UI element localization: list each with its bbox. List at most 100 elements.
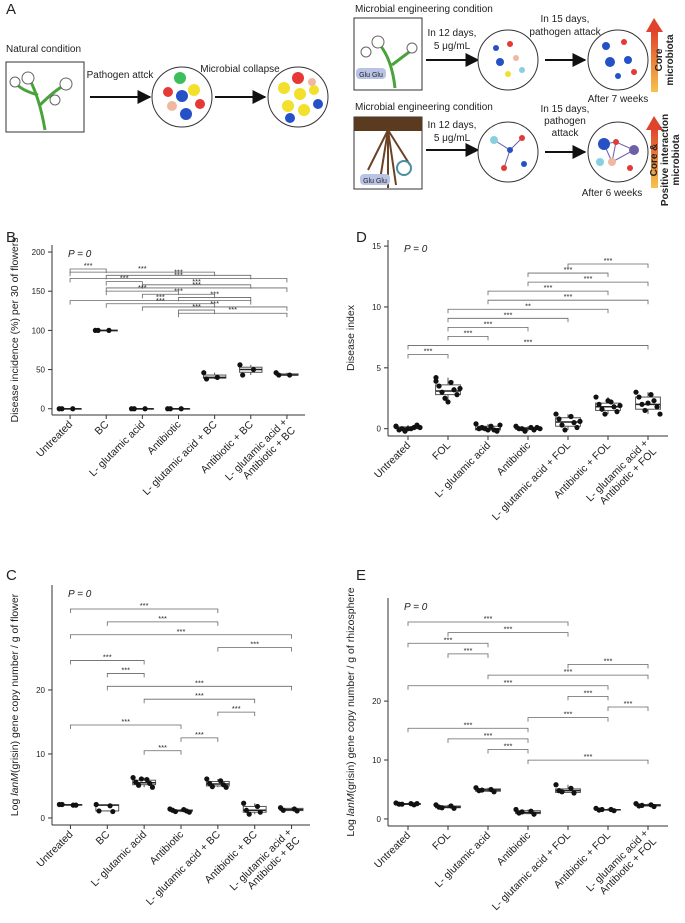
data-point — [294, 808, 300, 814]
significance-bracket — [407, 621, 569, 626]
plant-box — [5, 61, 85, 133]
significance-label: *** — [504, 678, 513, 687]
panel-label: A — [6, 1, 16, 18]
data-point — [473, 421, 479, 427]
significance-bracket — [178, 297, 252, 302]
data-point — [599, 406, 605, 412]
label: In 12 days, — [428, 28, 477, 39]
data-point — [130, 775, 136, 781]
y-tick-label: 10 — [36, 750, 45, 759]
significance-label: *** — [192, 277, 201, 286]
significance-label: *** — [604, 657, 613, 666]
data-point — [241, 800, 247, 806]
label: attack — [552, 128, 580, 139]
panel-label: D — [356, 229, 367, 246]
data-point — [276, 372, 282, 378]
microbe-dish — [477, 29, 539, 91]
label: pathogen — [544, 116, 586, 127]
significance-label: *** — [138, 264, 147, 273]
data-point — [59, 801, 65, 808]
x-tick-label: Antibiotic — [495, 830, 534, 869]
outcome: Coremicrobiota — [654, 34, 676, 86]
data-point — [142, 406, 148, 412]
data-point — [642, 407, 648, 414]
outcome-line: Core — [654, 48, 665, 71]
y-tick-label: 200 — [32, 248, 46, 257]
significance-bracket — [217, 711, 256, 717]
significance-bracket — [105, 287, 288, 292]
significance-label: *** — [524, 337, 533, 346]
y-tick-label: 100 — [32, 326, 46, 335]
significance-bracket — [69, 278, 288, 283]
data-point — [95, 327, 101, 333]
significance-bracket — [141, 306, 288, 311]
data-point — [522, 428, 528, 434]
data-point — [209, 784, 215, 790]
data-point — [172, 808, 179, 815]
label: 5 μg/mL — [434, 41, 471, 52]
data-point — [451, 805, 457, 811]
data-point — [488, 423, 494, 429]
annotation: P = 0 — [68, 249, 92, 260]
data-point — [633, 389, 639, 395]
flowers — [360, 35, 418, 58]
outcome-line: Core & — [649, 144, 660, 177]
data-point — [136, 782, 142, 788]
significance-label: *** — [192, 302, 201, 311]
data-point — [479, 787, 485, 793]
significance-bracket — [217, 647, 292, 652]
data-point — [106, 327, 112, 333]
label: 5 μg/mL — [434, 133, 471, 144]
y-tick-label: 20 — [372, 697, 381, 706]
y-axis-label-part: lanM — [345, 793, 357, 816]
data-point — [497, 422, 503, 428]
data-point — [439, 805, 445, 811]
x-tick-label: L- glutamic acid + FOL — [490, 440, 573, 523]
gradient-arrow-head — [646, 116, 663, 130]
data-point — [645, 400, 651, 406]
x-tick-label: Antibiotic — [495, 440, 534, 479]
significance-label: *** — [564, 292, 573, 301]
data-point — [636, 394, 642, 400]
data-point — [451, 387, 457, 393]
significance-label: *** — [604, 256, 613, 265]
significance-label: *** — [121, 717, 130, 726]
y-axis-label-part: Log — [345, 816, 357, 836]
data-point — [393, 423, 399, 429]
significance-bracket — [447, 632, 569, 637]
significance-bracket — [106, 673, 145, 678]
y-tick-label: 0 — [377, 815, 382, 824]
x-tick-label: L- glutamic acid +Antibiotic + BC — [223, 416, 298, 491]
data-point — [433, 374, 439, 381]
x-tick-label: Untreated — [372, 440, 413, 481]
data-point — [614, 409, 620, 415]
significance-bracket — [70, 724, 182, 729]
data-point — [537, 426, 543, 432]
y-tick-label: 50 — [36, 366, 45, 375]
significance-bracket — [447, 653, 489, 658]
y-axis-label: Disease index — [345, 304, 357, 371]
data-point — [436, 383, 442, 389]
significance-label: *** — [210, 299, 219, 308]
label: Natural condition — [6, 44, 81, 55]
y-axis-label: Disease incidence (%) per 30 of flowers — [9, 237, 21, 422]
significance-label: *** — [584, 274, 593, 283]
significance-label: *** — [544, 283, 553, 292]
significance-label: *** — [504, 742, 513, 751]
significance-label: *** — [504, 625, 513, 634]
significance-label: *** — [140, 601, 149, 610]
label: pathogen attack — [529, 27, 601, 38]
significance-label: *** — [250, 640, 259, 649]
data-point — [250, 366, 257, 373]
data-point — [556, 416, 562, 422]
label: In 15 days, — [541, 14, 590, 25]
x-tick-label: Untreated — [372, 830, 413, 871]
significance-bracket — [105, 274, 252, 280]
microbe-dish — [587, 29, 649, 91]
significance-bracket — [407, 642, 489, 648]
significance-bracket — [527, 281, 649, 287]
y-axis-label-part: (grisin) gene copy number / g of flower — [9, 593, 21, 773]
data-point — [559, 422, 565, 428]
outcome: Core &Positive interactionmicrobiota — [649, 114, 682, 206]
